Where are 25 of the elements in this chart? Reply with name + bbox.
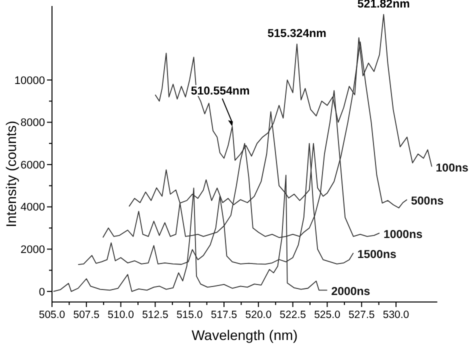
x-tick-label: 510.0 [108, 309, 134, 321]
y-tick-label: 6000 [20, 159, 45, 172]
series-label: 2000ns [331, 286, 370, 298]
x-axis-title: Wavelength (nm) [192, 327, 298, 343]
y-tick-label: 2000 [20, 244, 45, 256]
x-tick-label: 530.0 [382, 309, 410, 321]
x-tick-label: 520.0 [245, 309, 272, 321]
series-label: 1000ns [384, 229, 423, 242]
x-tick-label: 522.5 [280, 309, 306, 321]
series-label: 100ns [436, 162, 468, 175]
x-tick-label: 515.0 [176, 309, 203, 321]
y-tick-label: 8000 [20, 117, 45, 130]
x-tick-label: 517.5 [210, 309, 238, 321]
x-tick-label: 507.5 [73, 309, 100, 321]
y-tick-label: 4000 [20, 202, 45, 214]
y-axis-title: Intensity (counts) [3, 120, 19, 228]
x-tick-label: 525.0 [314, 309, 341, 321]
annotation: 515.324nm [268, 28, 326, 40]
x-tick-label: 512.5 [142, 309, 168, 321]
y-tick-label: 10000 [14, 74, 45, 87]
x-tick-label: 505.0 [38, 309, 66, 321]
series-label: 1500ns [357, 248, 396, 261]
x-tick-label: 527.5 [348, 309, 375, 321]
y-tick-label: 0 [38, 286, 45, 298]
series-label: 500ns [411, 196, 444, 208]
